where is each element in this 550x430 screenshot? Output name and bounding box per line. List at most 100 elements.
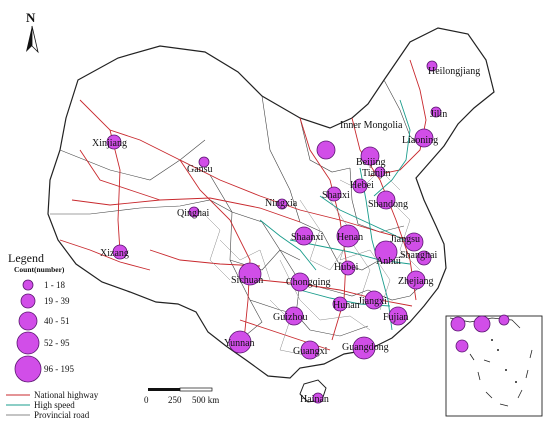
bubble-fujian [388, 306, 408, 326]
bubble-heilongjiang [426, 60, 438, 72]
north-label: N [26, 10, 36, 25]
bubble-ningxia [276, 198, 288, 210]
legend-class-label-1: 1 - 18 [44, 280, 65, 290]
legend-class-label-2: 19 - 39 [44, 296, 70, 306]
province-label-jilin: Jilin [430, 109, 447, 120]
bubble-sichuan [238, 262, 262, 286]
bubble-shanxi [326, 186, 342, 202]
bubble-inner-mongolia [316, 140, 336, 160]
bubble-guangxi [300, 340, 320, 360]
province-label-heilongjiang: Heilongjiang [428, 66, 480, 77]
province-label-guangxi: Guangxi [293, 346, 328, 357]
north-arrow-right-icon [31, 25, 39, 54]
province-label-shandong: Shandong [368, 199, 408, 210]
province-label-ningxia: Ningxia [265, 198, 298, 209]
province-label-henan: Henan [337, 232, 363, 243]
inset-frame [445, 315, 543, 417]
province-label-anhui: Anhui [376, 256, 401, 267]
province-bubbles [106, 60, 442, 404]
province-label-jiangxi: Jiangxi [358, 296, 387, 307]
bubble-chongqing [290, 272, 310, 292]
province-label-hunan: Hunan [333, 300, 360, 311]
bubble-jilin [430, 106, 442, 118]
legend: Legend Count(number) 1 - 18 19 - 39 40 - 5… [6, 251, 99, 420]
province-label-zhejiang: Zhejiang [398, 276, 434, 287]
scale-label-0: 0 [144, 395, 149, 405]
bubble-guangdong [352, 336, 376, 360]
nine-dash-line [469, 349, 533, 407]
legend-class-label-3: 40 - 51 [44, 316, 70, 326]
province-labels: Heilongjiang Jilin Inner Mongolia Liaoning B… [92, 66, 480, 405]
legend-title: Legend [8, 251, 44, 265]
bubble-hebei [352, 178, 368, 194]
province-label-gansu: Gansu [187, 164, 213, 175]
province-label-sichuan: Sichuan [231, 275, 263, 286]
province-label-tianjin: Tianjin [362, 168, 391, 179]
bubble-zhejiang [406, 270, 426, 290]
province-label-fujian: Fujian [383, 312, 409, 323]
bubble-shandong [376, 190, 396, 210]
bubble-hunan [332, 296, 348, 312]
inset-bubble [455, 339, 469, 353]
legend-class-label-4: 52 - 95 [44, 338, 70, 348]
bubble-jiangxi [364, 290, 384, 310]
legend-national-highway-label: National highway [34, 390, 99, 400]
legend-class-symbol-2 [20, 293, 36, 309]
bubble-henan [336, 224, 360, 248]
legend-lines: National highway High speed Provincial r… [6, 390, 99, 420]
legend-class-symbol-1 [22, 279, 34, 291]
bubble-anhui [374, 240, 398, 264]
bubble-beijing [360, 146, 380, 166]
inset-bubble [498, 314, 510, 326]
north-arrow-left-icon [26, 26, 32, 52]
legend-provincial-road-label: Provincial road [34, 410, 90, 420]
province-label-beijing: Beijing [356, 157, 385, 168]
inset-bubble [473, 315, 491, 333]
country-outline [47, 27, 495, 379]
province-label-inner-mongolia: Inner Mongolia [340, 120, 403, 131]
bubble-yunnan [228, 330, 252, 354]
province-label-chongqing: Chongqing [286, 277, 330, 288]
legend-class-symbol-3 [18, 311, 38, 331]
north-arrow: N [26, 10, 39, 54]
scale-label-500: 500 km [192, 395, 219, 405]
bubble-jiangsu [404, 232, 424, 252]
bubble-xinjiang [106, 134, 122, 150]
bubble-qinghai [188, 206, 200, 218]
province-label-hainan: Hainan [300, 394, 329, 405]
legend-high-speed-label: High speed [34, 400, 75, 410]
scale-bar: 0 250 500 km [144, 387, 219, 405]
national-highways [59, 59, 427, 351]
province-label-xinjiang: Xinjiang [92, 138, 127, 149]
scale-segment-1 [148, 388, 180, 391]
inset-map [445, 314, 543, 417]
legend-class-symbol-4 [16, 331, 40, 355]
province-boundaries [50, 79, 425, 341]
province-label-hubei: Hubei [334, 262, 359, 273]
bubble-guizhou [284, 306, 304, 326]
province-label-qinghai: Qinghai [177, 208, 209, 219]
bubble-hainan [312, 392, 324, 404]
bubble-tianjin [374, 166, 386, 178]
province-label-jiangsu: Jiangsu [390, 234, 420, 245]
legend-classes: 1 - 18 19 - 39 40 - 51 52 - 95 96 - 195 [14, 279, 74, 383]
bubble-gansu [198, 156, 210, 168]
bubble-xizang [112, 244, 128, 260]
inset-bubble [450, 316, 466, 332]
bubble-shaanxi [294, 226, 314, 246]
scale-label-250: 250 [168, 395, 182, 405]
province-label-yunnan: Yunnan [224, 338, 255, 349]
bubble-liaoning [414, 128, 434, 148]
province-label-guangdong: Guangdong [342, 342, 389, 353]
province-label-guizhou: Guizhou [273, 312, 307, 323]
province-label-shanxi: Shanxi [322, 190, 350, 201]
legend-class-symbol-5 [14, 355, 42, 383]
legend-subtitle: Count(number) [14, 265, 65, 274]
bubble-shanghai [416, 250, 432, 266]
province-label-hebei: Hebei [350, 180, 374, 191]
bubble-hubei [340, 260, 356, 276]
province-label-liaoning: Liaoning [402, 135, 438, 146]
legend-class-label-5: 96 - 195 [44, 364, 74, 374]
province-label-shaanxi: Shaanxi [291, 232, 323, 243]
